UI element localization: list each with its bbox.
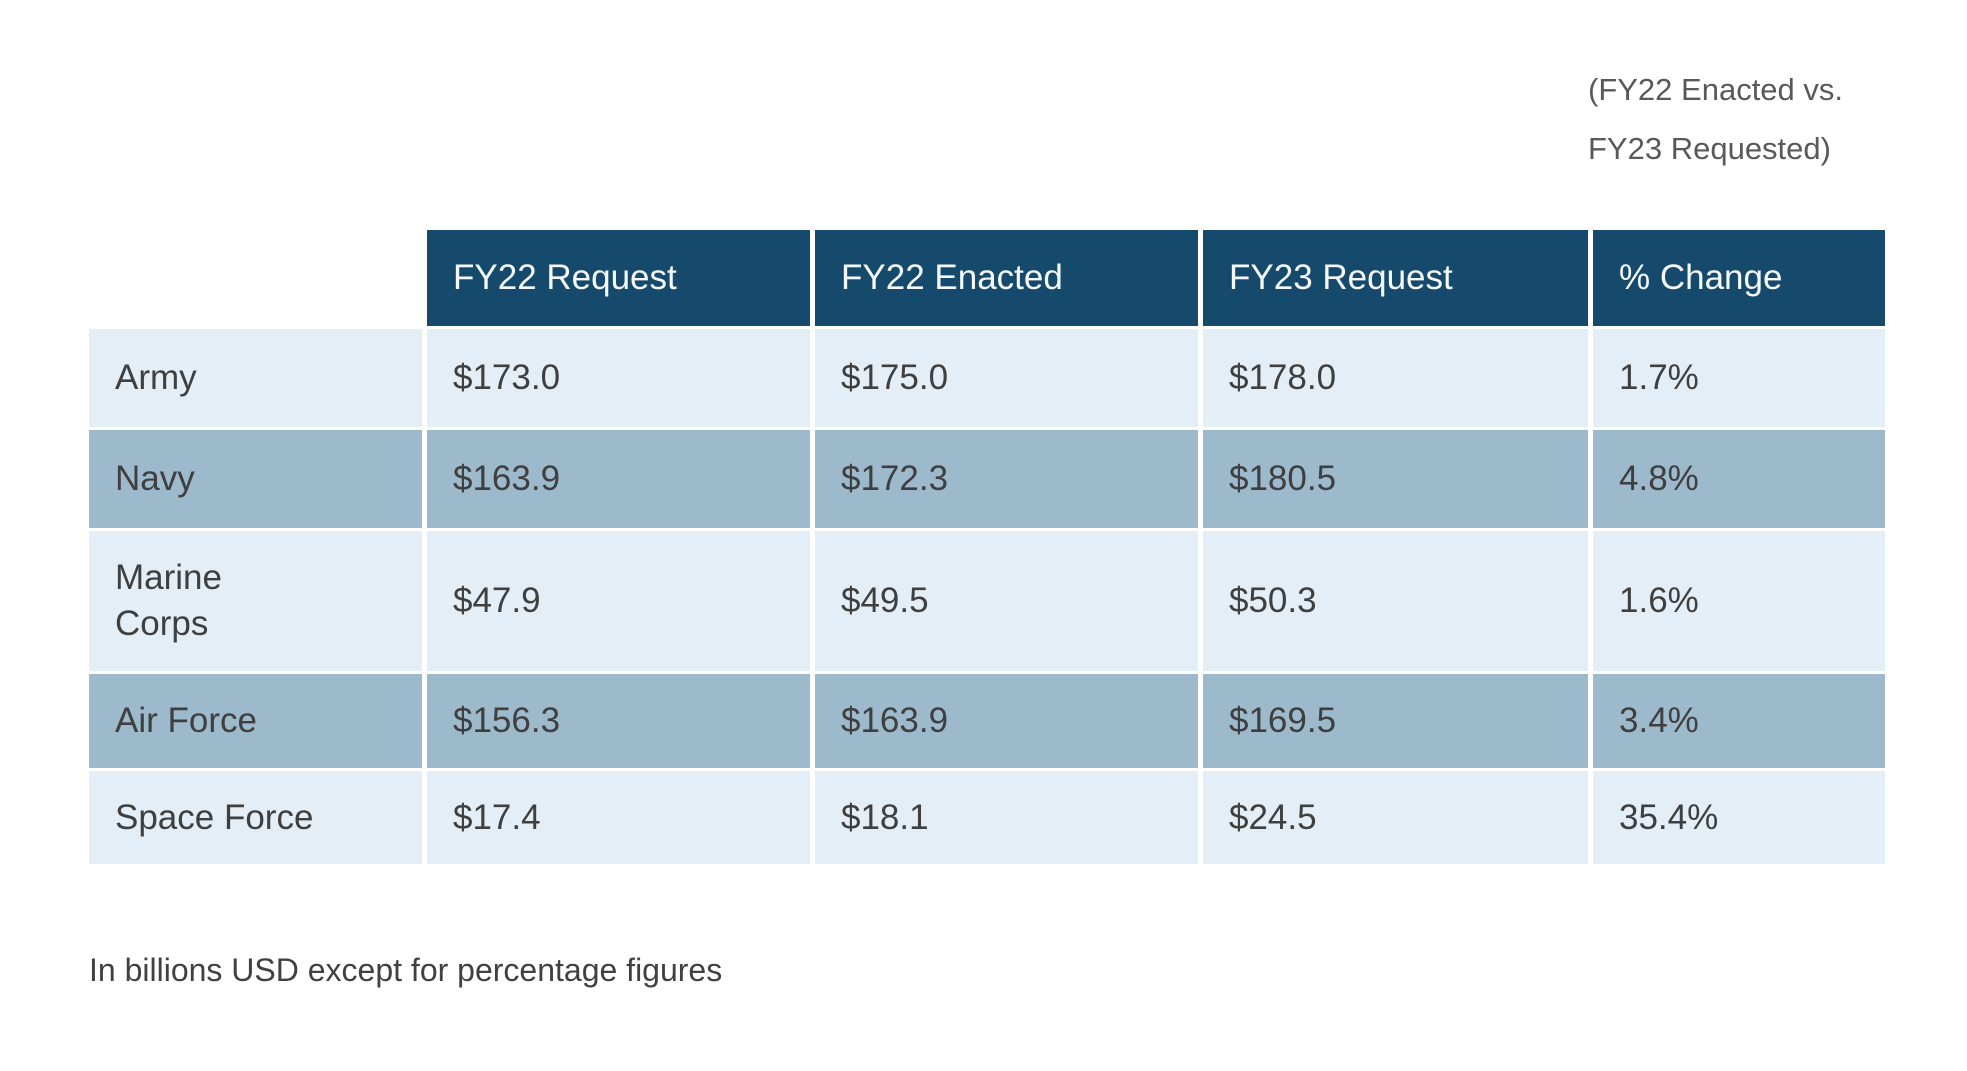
header-fy23-request: FY23 Request	[1203, 230, 1588, 326]
cell-marine-corps-fy23-request: $50.3	[1203, 531, 1588, 671]
cell-navy-pct-change: 4.8%	[1593, 430, 1885, 528]
cell-air-force-pct-change: 3.4%	[1593, 674, 1885, 768]
cell-air-force-fy23-request: $169.5	[1203, 674, 1588, 768]
cell-space-force-fy22-request: $17.4	[427, 771, 810, 864]
cell-navy-fy22-request: $163.9	[427, 430, 810, 528]
cell-army-fy23-request: $178.0	[1203, 329, 1588, 427]
row-label-text: Air Force	[115, 701, 257, 740]
cell-space-force-fy22-enacted: $18.1	[815, 771, 1198, 864]
row-label-navy: Navy	[89, 430, 422, 528]
cell-space-force-pct-change: 35.4%	[1593, 771, 1885, 864]
cell-navy-fy23-request: $180.5	[1203, 430, 1588, 528]
budget-table: FY22 Request FY22 Enacted FY23 Request %…	[89, 230, 1885, 864]
row-label-air-force: Air Force	[89, 674, 422, 768]
cell-marine-corps-fy22-enacted: $49.5	[815, 531, 1198, 671]
header-pct-change: % Change	[1593, 230, 1885, 326]
header-empty-cell	[89, 230, 422, 326]
header-fy22-enacted: FY22 Enacted	[815, 230, 1198, 326]
row-label-text: Navy	[115, 459, 195, 498]
row-label-marine-corps: Marine Corps	[89, 531, 422, 671]
header-fy22-request: FY22 Request	[427, 230, 810, 326]
row-label-army: Army	[89, 329, 422, 427]
cell-space-force-fy23-request: $24.5	[1203, 771, 1588, 864]
row-label-space-force: Space Force	[89, 771, 422, 864]
cell-navy-fy22-enacted: $172.3	[815, 430, 1198, 528]
comparison-annotation: (FY22 Enacted vs. FY23 Requested)	[1588, 72, 1844, 166]
row-label-text: Army	[115, 358, 197, 397]
cell-marine-corps-pct-change: 1.6%	[1593, 531, 1885, 671]
cell-air-force-fy22-request: $156.3	[427, 674, 810, 768]
units-footnote: In billions USD except for percentage fi…	[89, 952, 723, 988]
cell-army-pct-change: 1.7%	[1593, 329, 1885, 427]
cell-army-fy22-request: $173.0	[427, 329, 810, 427]
cell-air-force-fy22-enacted: $163.9	[815, 674, 1198, 768]
cell-marine-corps-fy22-request: $47.9	[427, 531, 810, 671]
cell-army-fy22-enacted: $175.0	[815, 329, 1198, 427]
row-label-text: Marine Corps	[115, 558, 222, 643]
row-label-text: Space Force	[115, 797, 314, 837]
